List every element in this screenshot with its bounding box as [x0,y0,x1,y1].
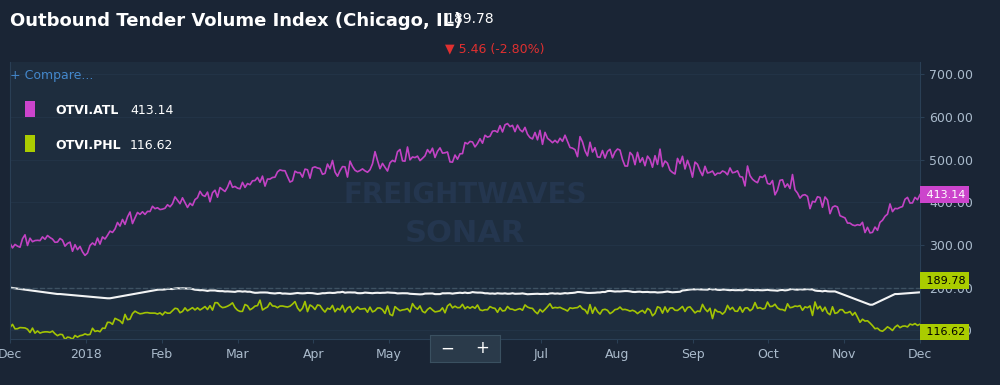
Text: + Compare...: + Compare... [10,69,93,82]
Text: 413.14: 413.14 [923,190,965,200]
Text: 413.14: 413.14 [130,104,173,117]
Text: 189.78: 189.78 [445,12,494,25]
Text: OTVI.PHL: OTVI.PHL [55,139,121,152]
Text: 116.62: 116.62 [130,139,173,152]
Text: Outbound Tender Volume Index (Chicago, IL): Outbound Tender Volume Index (Chicago, I… [10,12,462,30]
Text: FREIGHTWAVES: FREIGHTWAVES [343,181,587,209]
Text: SONAR: SONAR [405,219,525,248]
Text: OTVI.ATL: OTVI.ATL [55,104,118,117]
Text: −: − [441,340,454,357]
Text: 189.78: 189.78 [923,276,966,286]
Text: ▼ 5.46 (-2.80%): ▼ 5.46 (-2.80%) [445,42,544,55]
Text: 116.62: 116.62 [923,327,965,337]
Text: +: + [476,340,489,357]
